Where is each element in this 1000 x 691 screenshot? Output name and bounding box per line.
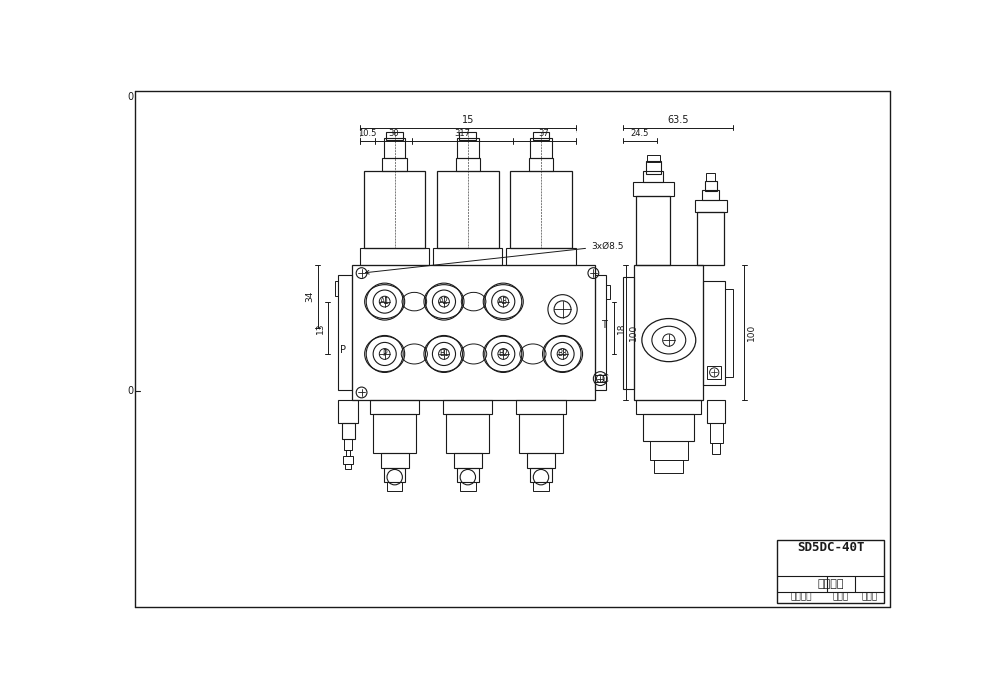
Bar [457, 468, 479, 482]
Bar [530, 138, 552, 158]
Bar [633, 182, 674, 196]
Bar [443, 400, 492, 414]
Bar [344, 439, 352, 451]
Bar [529, 158, 553, 171]
Bar [706, 173, 715, 181]
Bar [510, 171, 572, 249]
Text: 15: 15 [462, 115, 474, 124]
Bar [595, 375, 606, 382]
Text: 版本号: 版本号 [832, 593, 849, 602]
Bar [697, 211, 724, 265]
Text: A3: A3 [498, 297, 508, 306]
Text: 10.5: 10.5 [359, 129, 377, 138]
Text: 图纸编号: 图纸编号 [817, 579, 844, 589]
Bar [646, 162, 661, 173]
Bar [636, 400, 701, 414]
Bar [370, 400, 419, 414]
Bar [342, 424, 355, 439]
Text: 版本号: 版本号 [862, 593, 878, 602]
Bar [373, 414, 416, 453]
Bar [643, 171, 663, 182]
Bar [527, 453, 555, 468]
Bar [595, 274, 606, 390]
Text: B2: B2 [498, 350, 508, 359]
Bar [506, 249, 576, 265]
Text: 37: 37 [539, 129, 549, 138]
Bar [705, 181, 717, 191]
Bar [338, 274, 352, 390]
Text: 24.5: 24.5 [631, 129, 649, 138]
Text: 30: 30 [389, 129, 399, 138]
Text: 3xØ8.5: 3xØ8.5 [365, 241, 624, 274]
Text: B1: B1 [439, 350, 449, 359]
Bar [654, 460, 683, 473]
Text: 18: 18 [617, 322, 626, 334]
Bar [707, 366, 721, 379]
Bar [650, 441, 688, 460]
Bar [386, 132, 403, 140]
Bar [338, 400, 358, 424]
Text: C: C [601, 374, 608, 384]
Bar [352, 265, 595, 400]
Bar [460, 482, 476, 491]
Bar [516, 400, 566, 414]
Bar [702, 190, 719, 200]
Bar [459, 132, 476, 140]
Bar [457, 138, 479, 158]
Bar [712, 442, 720, 454]
Text: A2: A2 [439, 297, 449, 306]
Bar [456, 158, 480, 171]
Bar [725, 289, 733, 377]
Bar [382, 158, 407, 171]
Bar [777, 540, 884, 603]
Bar [360, 249, 429, 265]
Text: P: P [340, 345, 346, 355]
Text: 100: 100 [747, 324, 756, 341]
Text: 13: 13 [316, 322, 325, 334]
Text: 317: 317 [454, 129, 470, 138]
Bar [446, 414, 489, 453]
Bar [437, 171, 499, 249]
Bar [384, 138, 405, 158]
Bar [710, 424, 723, 442]
Text: P: P [382, 350, 387, 359]
Text: 设备标题: 设备标题 [790, 593, 812, 602]
Text: 63.5: 63.5 [667, 115, 688, 124]
Bar [647, 155, 660, 162]
Text: 100: 100 [629, 324, 638, 341]
Text: 0: 0 [128, 386, 134, 396]
Bar [606, 285, 610, 299]
Bar [335, 281, 338, 296]
Bar [695, 200, 727, 211]
Bar [530, 468, 552, 482]
Bar [384, 468, 405, 482]
Bar [643, 414, 694, 441]
Text: SD5DC-40T: SD5DC-40T [797, 541, 864, 553]
Text: A1: A1 [380, 297, 390, 306]
Bar [707, 400, 725, 424]
Bar [346, 451, 350, 456]
Bar [623, 277, 634, 388]
Bar [381, 453, 409, 468]
Bar [634, 265, 703, 400]
Text: 0: 0 [128, 92, 134, 102]
Text: T: T [601, 320, 607, 330]
Bar [533, 482, 549, 491]
Bar [533, 132, 549, 140]
Bar [345, 464, 351, 469]
Bar [636, 196, 670, 265]
Bar [519, 414, 563, 453]
Bar [433, 249, 502, 265]
Text: 34: 34 [306, 291, 315, 302]
Text: B3: B3 [558, 350, 568, 359]
Bar [387, 482, 402, 491]
Bar [364, 171, 425, 249]
Bar [343, 456, 353, 464]
Bar [703, 281, 725, 385]
Bar [454, 453, 482, 468]
